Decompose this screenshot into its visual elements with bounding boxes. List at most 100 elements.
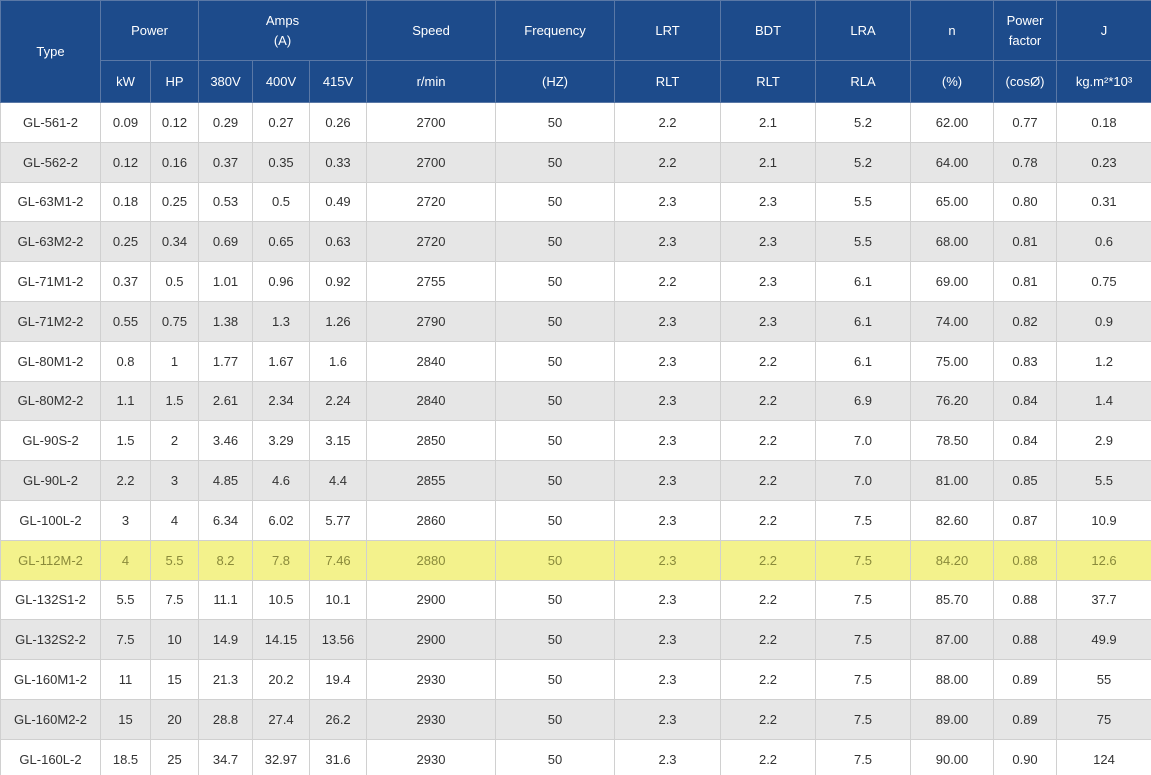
type-cell: GL-112M-2 xyxy=(0,539,101,581)
value-cell: 0.80 xyxy=(993,181,1058,223)
value-cell: 0.65 xyxy=(252,221,311,263)
value-cell: 0.77 xyxy=(993,102,1058,143)
value-cell: 124 xyxy=(1056,738,1151,775)
value-cell: 1.2 xyxy=(1056,340,1151,382)
value-cell: 19.4 xyxy=(309,659,368,700)
value-cell: 6.34 xyxy=(198,499,254,541)
unit-cell: (HZ) xyxy=(495,60,616,103)
value-cell: 1.26 xyxy=(309,300,368,342)
value-cell: 3.15 xyxy=(309,420,368,462)
value-cell: 1.38 xyxy=(198,300,254,342)
unit-cell: (cosØ) xyxy=(993,60,1058,103)
value-cell: 2850 xyxy=(366,420,497,462)
value-cell: 7.5 xyxy=(815,539,912,581)
value-cell: 4.6 xyxy=(252,460,311,501)
header-cell: Type xyxy=(0,0,101,103)
value-cell: 1.67 xyxy=(252,340,311,382)
value-cell: 7.0 xyxy=(815,420,912,462)
value-cell: 2.2 xyxy=(720,698,817,740)
value-cell: 7.46 xyxy=(309,539,368,581)
value-cell: 65.00 xyxy=(910,181,995,223)
value-cell: 5.5 xyxy=(815,181,912,223)
value-cell: 15 xyxy=(100,698,151,740)
value-cell: 2720 xyxy=(366,181,497,223)
unit-cell: kW xyxy=(100,60,151,103)
type-cell: GL-90L-2 xyxy=(0,460,101,501)
value-cell: 2900 xyxy=(366,619,497,661)
value-cell: 2.3 xyxy=(614,499,722,541)
value-cell: 5.2 xyxy=(815,102,912,143)
value-cell: 50 xyxy=(495,340,616,382)
value-cell: 2.3 xyxy=(614,460,722,501)
value-cell: 0.69 xyxy=(198,221,254,263)
value-cell: 0.55 xyxy=(100,300,151,342)
table-row: GL-63M2-2 0.25 0.34 0.69 0.65 0.63 2720 50 2.3 2.… xyxy=(0,221,1151,263)
unit-cell: RLT xyxy=(720,60,817,103)
value-cell: 50 xyxy=(495,221,616,263)
value-cell: 10.1 xyxy=(309,579,368,621)
value-cell: 0.88 xyxy=(993,579,1058,621)
value-cell: 74.00 xyxy=(910,300,995,342)
units-row: kW HP 380V 400V 415V r/min (HZ) RLT RLT RLA (%) (co… xyxy=(1,60,1151,103)
value-cell: 20 xyxy=(149,698,200,740)
value-cell: 10 xyxy=(149,619,200,661)
value-cell: 2.2 xyxy=(720,659,817,700)
header-cell: n xyxy=(910,0,995,61)
value-cell: 2.2 xyxy=(720,460,817,501)
value-cell: 5.5 xyxy=(1056,460,1151,501)
value-cell: 28.8 xyxy=(198,698,254,740)
value-cell: 2 xyxy=(149,420,200,462)
header-cell: BDT xyxy=(720,0,817,61)
header-cell: Power factor xyxy=(993,0,1058,61)
value-cell: 2.2 xyxy=(614,102,722,143)
value-cell: 2.61 xyxy=(198,380,254,422)
value-cell: 20.2 xyxy=(252,659,311,700)
type-cell: GL-63M2-2 xyxy=(0,221,101,263)
value-cell: 0.89 xyxy=(993,698,1058,740)
value-cell: 2.2 xyxy=(720,420,817,462)
value-cell: 2880 xyxy=(366,539,497,581)
value-cell: 2860 xyxy=(366,499,497,541)
value-cell: 0.83 xyxy=(993,340,1058,382)
value-cell: 5.77 xyxy=(309,499,368,541)
value-cell: 6.9 xyxy=(815,380,912,422)
value-cell: 2.3 xyxy=(720,300,817,342)
value-cell: 0.63 xyxy=(309,221,368,263)
header-cell: LRT xyxy=(614,0,722,61)
value-cell: 2.2 xyxy=(614,141,722,183)
value-cell: 7.5 xyxy=(815,698,912,740)
table-row: GL-90L-2 2.2 3 4.85 4.6 4.4 2855 50 2.3 2.2 7.0 81.… xyxy=(0,460,1151,501)
table-row: GL-100L-2 3 4 6.34 6.02 5.77 2860 50 2.3 2.2 7.5 82… xyxy=(0,499,1151,541)
value-cell: 8.2 xyxy=(198,539,254,581)
value-cell: 1.01 xyxy=(198,261,254,302)
unit-cell: RLT xyxy=(614,60,722,103)
header-cell: LRA xyxy=(815,0,912,61)
value-cell: 2840 xyxy=(366,340,497,382)
value-cell: 0.18 xyxy=(100,181,151,223)
value-cell: 0.09 xyxy=(100,102,151,143)
value-cell: 2.2 xyxy=(720,340,817,382)
header-cell: Speed xyxy=(366,0,497,61)
value-cell: 0.96 xyxy=(252,261,311,302)
type-cell: GL-71M1-2 xyxy=(0,261,101,302)
value-cell: 0.81 xyxy=(993,261,1058,302)
type-cell: GL-80M2-2 xyxy=(0,380,101,422)
value-cell: 78.50 xyxy=(910,420,995,462)
unit-cell: kg.m²*10³ xyxy=(1056,60,1151,103)
value-cell: 1.1 xyxy=(100,380,151,422)
value-cell: 75 xyxy=(1056,698,1151,740)
value-cell: 3.29 xyxy=(252,420,311,462)
value-cell: 2790 xyxy=(366,300,497,342)
value-cell: 1.5 xyxy=(149,380,200,422)
value-cell: 6.1 xyxy=(815,300,912,342)
value-cell: 7.0 xyxy=(815,460,912,501)
value-cell: 2930 xyxy=(366,659,497,700)
value-cell: 7.5 xyxy=(815,659,912,700)
value-cell: 10.5 xyxy=(252,579,311,621)
type-cell: GL-160M2-2 xyxy=(0,698,101,740)
value-cell: 2.24 xyxy=(309,380,368,422)
value-cell: 37.7 xyxy=(1056,579,1151,621)
value-cell: 0.29 xyxy=(198,102,254,143)
unit-cell: 400V xyxy=(252,60,311,103)
